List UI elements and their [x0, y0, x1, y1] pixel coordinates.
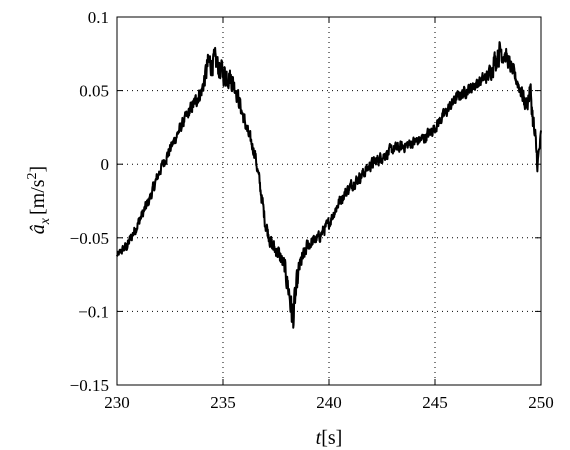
y-tick-label-0: −0.15 — [70, 376, 109, 395]
axis-ticks — [116, 16, 542, 386]
x-axis-label-unit: [s] — [321, 427, 342, 449]
y-tick-label-1: −0.1 — [78, 302, 109, 321]
y-axis-label-sup: 2 — [25, 172, 40, 179]
grid-lines — [117, 17, 541, 385]
axis-tick-labels: 230 235 240 245 250 −0.15 −0.1 −0.05 0 0.05 0.1 — [70, 8, 554, 412]
series-line-acceleration — [116, 41, 542, 329]
y-tick-label-5: 0.1 — [88, 8, 109, 27]
y-tick-label-2: −0.05 — [70, 229, 109, 248]
x-axis-label-var: t — [316, 427, 322, 449]
x-tick-label-3: 245 — [422, 393, 448, 412]
x-tick-label-2: 240 — [316, 393, 342, 412]
x-tick-label-0: 230 — [104, 393, 130, 412]
y-axis-label-close: ] — [27, 166, 49, 173]
x-axis-label: t[s] — [316, 427, 343, 449]
y-axis-label: âx [m/s2] — [25, 166, 53, 234]
x-tick-label-1: 235 — [210, 393, 236, 412]
y-axis-label-sub: x — [38, 217, 53, 225]
y-tick-label-4: 0.05 — [79, 82, 109, 101]
x-tick-label-4: 250 — [528, 393, 554, 412]
y-axis-label-var: â — [27, 224, 49, 234]
y-axis-label-unit: [m/s — [27, 179, 49, 215]
y-tick-label-3: 0 — [101, 155, 110, 174]
